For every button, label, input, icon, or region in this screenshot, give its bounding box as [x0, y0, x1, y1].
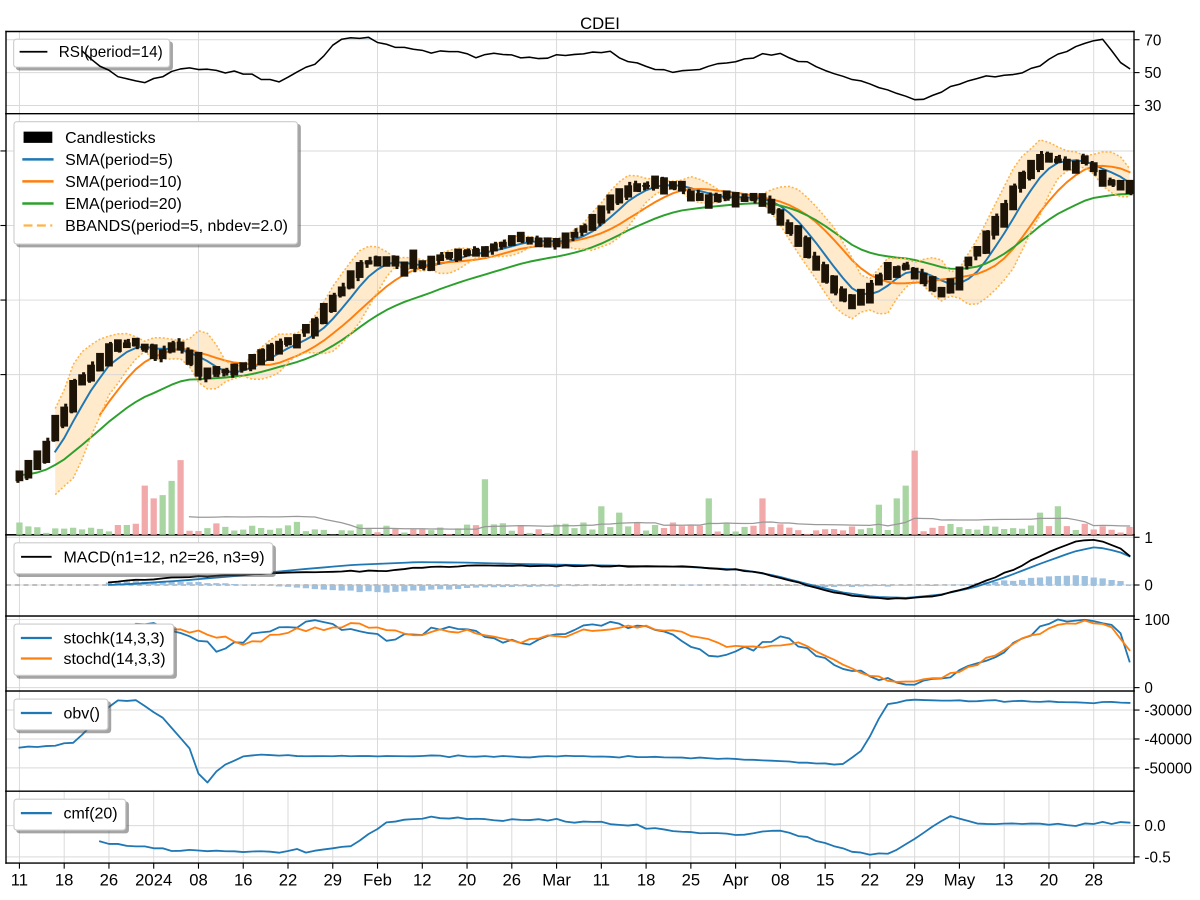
svg-text:0.0: 0.0 — [1144, 818, 1165, 835]
svg-text:50: 50 — [1144, 65, 1161, 82]
svg-text:20: 20 — [458, 871, 477, 890]
svg-text:SMA(period=10): SMA(period=10) — [65, 174, 182, 191]
svg-text:11: 11 — [593, 871, 610, 890]
svg-text:Feb: Feb — [363, 871, 392, 890]
svg-text:26: 26 — [100, 871, 119, 890]
svg-text:08: 08 — [771, 871, 790, 890]
svg-text:20: 20 — [1040, 871, 1059, 890]
svg-text:obv(): obv() — [64, 706, 100, 723]
svg-text:0: 0 — [1144, 680, 1153, 697]
svg-text:SMA(period=5): SMA(period=5) — [65, 152, 173, 169]
svg-text:18: 18 — [637, 871, 656, 890]
svg-text:16: 16 — [234, 871, 253, 890]
svg-text:100: 100 — [1144, 612, 1169, 629]
svg-text:22: 22 — [861, 871, 880, 890]
svg-text:26: 26 — [503, 871, 522, 890]
svg-text:15: 15 — [816, 871, 835, 890]
svg-text:2024: 2024 — [135, 871, 172, 890]
svg-text:CDEI: CDEI — [580, 14, 620, 33]
svg-text:11: 11 — [11, 871, 28, 890]
svg-text:-50000: -50000 — [1144, 760, 1192, 777]
svg-text:12: 12 — [413, 871, 432, 890]
svg-text:1: 1 — [1144, 530, 1153, 547]
svg-text:-40000: -40000 — [1144, 732, 1192, 749]
svg-text:29: 29 — [323, 871, 342, 890]
svg-text:22: 22 — [279, 871, 298, 890]
svg-text:30: 30 — [1144, 98, 1161, 115]
svg-text:25: 25 — [682, 871, 701, 890]
svg-text:0: 0 — [1144, 578, 1153, 595]
svg-text:BBANDS(period=5, nbdev=2.0): BBANDS(period=5, nbdev=2.0) — [65, 218, 288, 235]
svg-text:May: May — [944, 871, 976, 890]
svg-text:EMA(period=20): EMA(period=20) — [65, 196, 182, 213]
svg-text:Candlesticks: Candlesticks — [65, 130, 156, 147]
svg-text:-30000: -30000 — [1144, 703, 1192, 720]
svg-text:18: 18 — [55, 871, 74, 890]
svg-text:cmf(20): cmf(20) — [64, 806, 118, 823]
svg-text:70: 70 — [1144, 32, 1161, 49]
svg-text:RSI(period=14): RSI(period=14) — [59, 44, 163, 61]
svg-text:28: 28 — [1084, 871, 1103, 890]
svg-text:-0.5: -0.5 — [1144, 849, 1170, 866]
svg-text:Mar: Mar — [542, 871, 571, 890]
svg-text:stochk(14,3,3): stochk(14,3,3) — [64, 631, 165, 648]
svg-text:29: 29 — [905, 871, 924, 890]
svg-text:MACD(n1=12, n2=26, n3=9): MACD(n1=12, n2=26, n3=9) — [64, 549, 265, 566]
svg-text:08: 08 — [189, 871, 208, 890]
svg-text:13: 13 — [995, 871, 1014, 890]
svg-text:Apr: Apr — [723, 871, 749, 890]
svg-text:stochd(14,3,3): stochd(14,3,3) — [64, 651, 166, 668]
